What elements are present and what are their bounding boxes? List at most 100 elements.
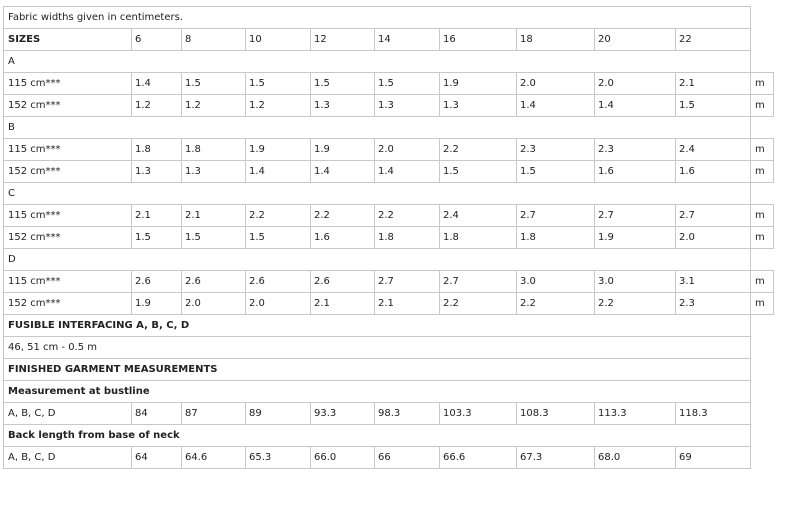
yardage-cell: 2.0 [374,138,440,161]
measurement-heading-row: Back length from base of neck [3,424,774,447]
measurement-cell: 103.3 [439,402,517,425]
blank-cell [751,249,774,271]
view-heading-row: B [3,116,774,139]
yardage-row: 115 cm*** 2.1 2.1 2.2 2.2 2.2 2.4 2.7 2.7 2.7 m [3,204,774,227]
yardage-cell: 1.2 [181,94,246,117]
yardage-cell: 2.1 [310,292,375,315]
measurement-cell: 65.3 [245,446,311,469]
yardage-cell: 1.3 [181,160,246,183]
measurement-cell: 93.3 [310,402,375,425]
measurement-views-label: A, B, C, D [3,402,132,425]
measurement-cell: 108.3 [516,402,595,425]
measurement-row: A, B, C, D 64 64.6 65.3 66.0 66 66.6 67.3 68.0 69 [3,446,774,469]
yardage-cell: 1.4 [516,94,595,117]
measurement-cell: 98.3 [374,402,440,425]
yardage-cell: 1.5 [181,226,246,249]
yardage-cell: 2.2 [374,204,440,227]
yardage-cell: 2.0 [181,292,246,315]
measurement-cell: 64.6 [181,446,246,469]
yardage-cell: 1.3 [131,160,182,183]
yardage-cell: 1.4 [594,94,676,117]
measurement-cell: 64 [131,446,182,469]
measurement-cell: 89 [245,402,311,425]
measurement-cell: 66.6 [439,446,517,469]
unit-cell: m [750,138,774,161]
view-heading-row: A [3,50,774,73]
yardage-cell: 1.9 [439,72,517,95]
yardage-cell: 2.2 [310,204,375,227]
view-heading: B [3,116,751,139]
yardage-cell: 1.4 [131,72,182,95]
measurement-cell: 113.3 [594,402,676,425]
yardage-cell: 1.5 [675,94,751,117]
yardage-cell: 1.5 [131,226,182,249]
blank-cell [751,381,774,403]
yardage-cell: 1.4 [374,160,440,183]
yardage-cell: 2.6 [181,270,246,293]
yardage-cell: 2.1 [374,292,440,315]
yardage-row: 115 cm*** 1.8 1.8 1.9 1.9 2.0 2.2 2.3 2.3 2.4 m [3,138,774,161]
yardage-row: 152 cm*** 1.9 2.0 2.0 2.1 2.1 2.2 2.2 2.2 2.3 m [3,292,774,315]
yardage-cell: 2.4 [439,204,517,227]
yardage-cell: 1.3 [310,94,375,117]
yardage-cell: 2.4 [675,138,751,161]
sizes-label: SIZES [3,28,132,51]
view-heading-row: D [3,248,774,271]
size-header-cell: 20 [594,28,676,51]
finished-heading-row: FINISHED GARMENT MEASUREMENTS [3,358,774,381]
blank-cell [751,337,774,359]
measurement-cell: 66 [374,446,440,469]
yardage-cell: 1.2 [245,94,311,117]
yardage-row: 152 cm*** 1.2 1.2 1.2 1.3 1.3 1.3 1.4 1.4 1.5 m [3,94,774,117]
measurement-heading: Measurement at bustline [3,380,751,403]
measurement-cell: 66.0 [310,446,375,469]
yardage-row: 152 cm*** 1.3 1.3 1.4 1.4 1.4 1.5 1.5 1.6 1.6 m [3,160,774,183]
yardage-cell: 2.1 [181,204,246,227]
view-heading: C [3,182,751,205]
blank-cell [751,403,774,425]
measurement-row: A, B, C, D 84 87 89 93.3 98.3 103.3 108.3 113.3 1… [3,402,774,425]
interfacing-heading-row: FUSIBLE INTERFACING A, B, C, D [3,314,774,337]
size-header-cell: 16 [439,28,517,51]
blank-cell [751,183,774,205]
size-header-cell: 6 [131,28,182,51]
yardage-cell: 1.8 [439,226,517,249]
measurement-heading-row: Measurement at bustline [3,380,774,403]
yardage-table: Fabric widths given in centimeters. SIZES… [3,6,774,469]
yardage-cell: 1.5 [439,160,517,183]
measurement-cell: 68.0 [594,446,676,469]
yardage-cell: 2.3 [594,138,676,161]
yardage-cell: 2.6 [310,270,375,293]
yardage-row: 115 cm*** 2.6 2.6 2.6 2.6 2.7 2.7 3.0 3.0 3.1 m [3,270,774,293]
size-header-cell: 8 [181,28,246,51]
yardage-cell: 1.9 [245,138,311,161]
yardage-cell: 2.6 [131,270,182,293]
yardage-cell: 1.4 [245,160,311,183]
intro-row: Fabric widths given in centimeters. [3,6,774,29]
blank-cell [751,447,774,469]
fabric-width-label: 152 cm*** [3,292,132,315]
unit-cell: m [750,292,774,315]
interfacing-value-row: 46, 51 cm - 0.5 m [3,336,774,359]
size-header-cell: 18 [516,28,595,51]
interfacing-heading: FUSIBLE INTERFACING A, B, C, D [3,314,751,337]
unit-cell: m [750,204,774,227]
measurement-cell: 67.3 [516,446,595,469]
finished-heading: FINISHED GARMENT MEASUREMENTS [3,358,751,381]
yardage-cell: 1.6 [310,226,375,249]
yardage-cell: 1.9 [594,226,676,249]
yardage-cell: 2.7 [439,270,517,293]
unit-cell: m [750,94,774,117]
yardage-cell: 1.5 [374,72,440,95]
yardage-cell: 2.2 [245,204,311,227]
blank-cell [751,51,774,73]
yardage-cell: 2.0 [245,292,311,315]
yardage-cell: 1.6 [594,160,676,183]
unit-cell: m [750,270,774,293]
yardage-cell: 2.0 [516,72,595,95]
yardage-cell: 1.5 [245,72,311,95]
yardage-cell: 2.3 [516,138,595,161]
blank-cell [751,29,774,51]
yardage-cell: 1.9 [310,138,375,161]
yardage-row: 152 cm*** 1.5 1.5 1.5 1.6 1.8 1.8 1.8 1.9 2.0 m [3,226,774,249]
